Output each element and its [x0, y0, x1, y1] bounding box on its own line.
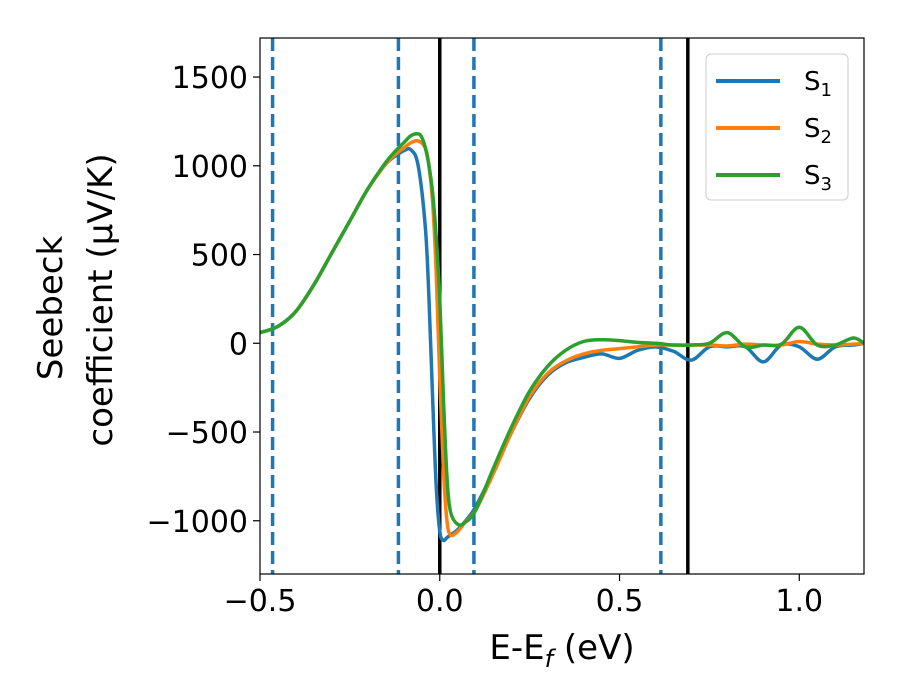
- series-layer: [260, 132, 864, 543]
- legend: S1 S2 S3: [705, 53, 849, 201]
- x-tick-label: −0.5: [224, 584, 297, 619]
- x-tick-label: 0.0: [416, 584, 464, 619]
- y-tick-label: −1000: [147, 505, 248, 540]
- x-axis-title: E-Ef (eV): [489, 628, 634, 673]
- legend-label-s2: S2: [804, 114, 832, 148]
- y-tick-label: −500: [166, 416, 248, 451]
- y-axis-title-line1: Seebeck: [31, 236, 71, 381]
- vertical-lines-layer: [270, 38, 690, 574]
- series-line-s3: [260, 132, 864, 527]
- y-tick-label: 1500: [172, 61, 248, 96]
- legend-label-s1: S1: [804, 67, 832, 101]
- y-axis-ticks: −1000 −500 0 500 1000 1500: [147, 61, 260, 540]
- x-tick-label: 1.0: [775, 584, 823, 619]
- y-axis-title-line2: coefficient (μV/K): [81, 153, 121, 446]
- x-axis-title-unit: (eV): [553, 628, 635, 668]
- legend-label-s3: S3: [804, 161, 832, 195]
- y-tick-label: 0: [229, 327, 248, 362]
- y-tick-label: 1000: [172, 150, 248, 185]
- x-axis-ticks: −0.5 0.0 0.5 1.0: [224, 574, 823, 619]
- y-tick-label: 500: [191, 239, 248, 274]
- plot-frame: [259, 37, 865, 575]
- x-tick-label: 0.5: [596, 584, 644, 619]
- x-axis-title-main: E-E: [489, 628, 544, 668]
